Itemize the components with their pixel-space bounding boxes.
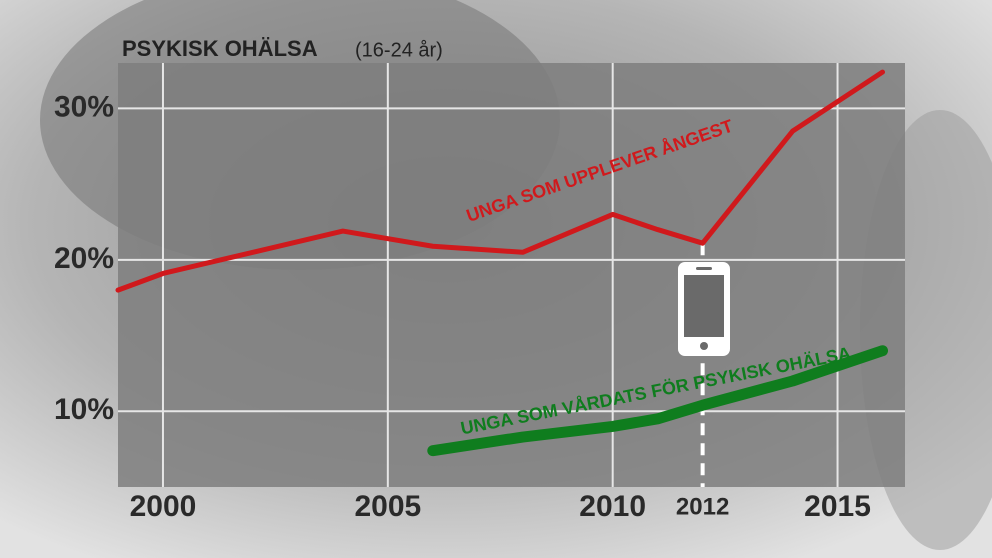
marks <box>115 69 889 457</box>
y-tick-label: 30% <box>54 90 114 123</box>
y-tick-label: 20% <box>54 242 114 275</box>
x-tick-label: 2000 <box>130 490 197 523</box>
series-line <box>115 69 886 293</box>
x-tick-label: 2015 <box>804 490 871 523</box>
y-tick-label: 10% <box>54 393 114 426</box>
x-tick-label: 2012 <box>676 493 729 520</box>
series-line <box>427 345 889 457</box>
phone-icon <box>678 262 730 356</box>
phone-screen <box>684 275 724 337</box>
plot-area <box>118 63 905 487</box>
chart-subtitle: (16-24 år) <box>355 39 443 61</box>
x-tick-label: 2010 <box>579 490 646 523</box>
phone-button <box>700 342 708 350</box>
phone-speaker <box>696 267 712 270</box>
x-tick-label: 2005 <box>354 490 421 523</box>
chart-title: PSYKISK OHÄLSA <box>122 36 318 61</box>
